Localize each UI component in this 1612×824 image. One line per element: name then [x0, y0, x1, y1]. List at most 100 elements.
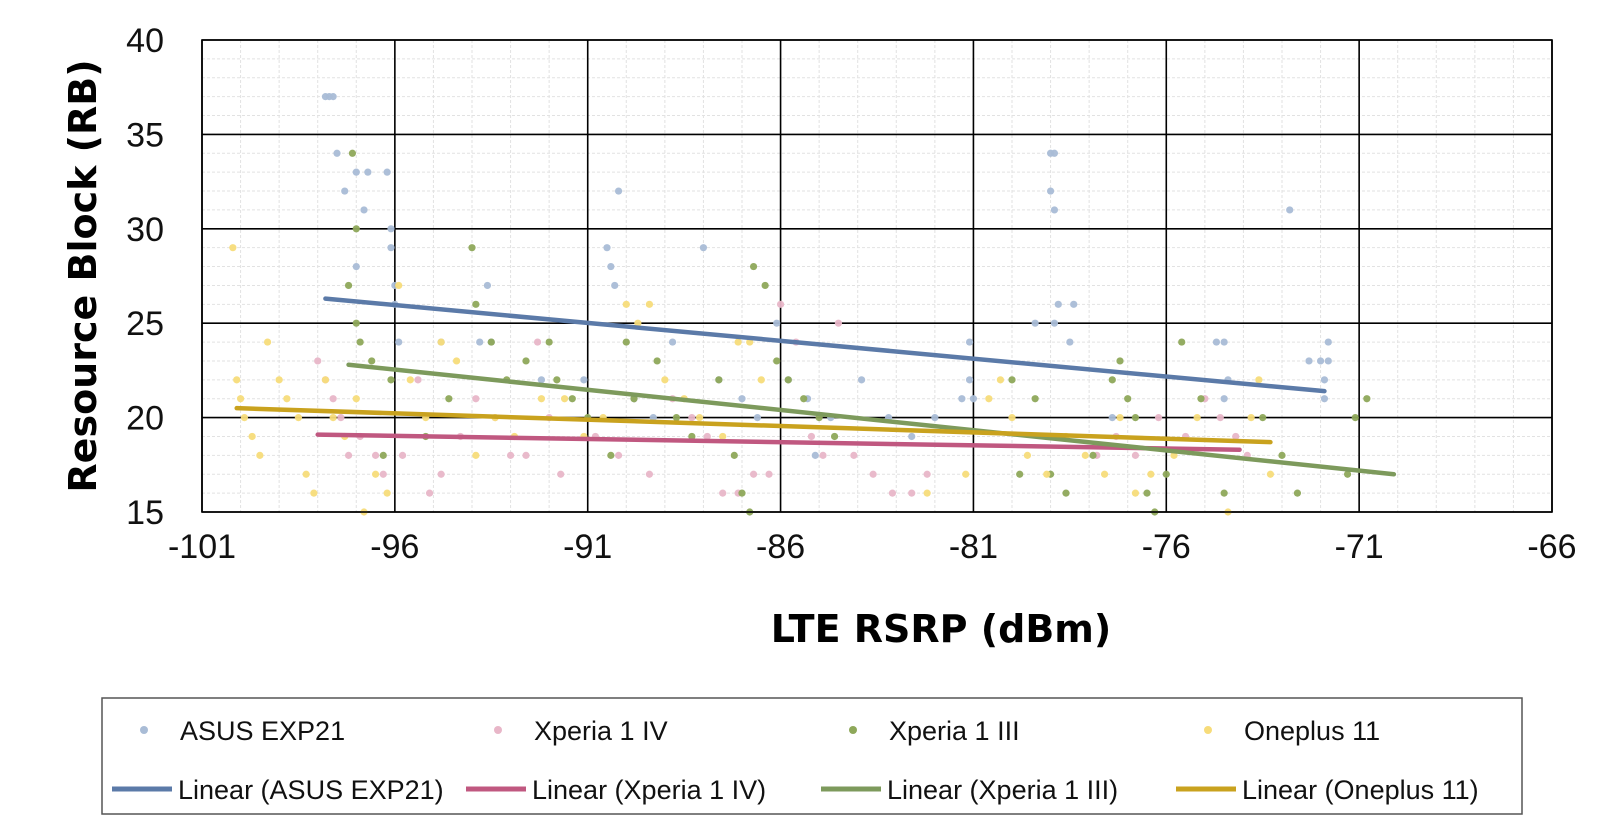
x-tick-label: -66 [1527, 528, 1576, 566]
data-point [800, 395, 808, 403]
data-point [283, 395, 291, 403]
y-tick-label: 20 [126, 400, 164, 438]
data-point [1286, 206, 1294, 214]
data-point [1124, 395, 1132, 403]
data-point [1154, 414, 1163, 422]
legend: ASUS EXP21 Xperia 1 IV Xperia 1 III Oneplus… [101, 697, 1523, 815]
data-point [1193, 414, 1201, 422]
data-point [522, 451, 530, 459]
trendlines [234, 296, 1397, 477]
data-point [329, 414, 337, 422]
legend-label: Linear (ASUS EXP21) [178, 775, 444, 805]
data-point [607, 451, 615, 459]
data-point [757, 376, 765, 384]
data-point [352, 395, 360, 403]
data-point [425, 489, 434, 497]
data-point [229, 244, 237, 252]
data-point [352, 319, 360, 327]
data-point [356, 338, 364, 346]
data-point [379, 451, 387, 459]
data-point [699, 244, 708, 252]
data-point [830, 432, 839, 441]
data-point [1324, 357, 1332, 365]
data-point [969, 395, 978, 403]
data-point [765, 470, 773, 478]
data-point [1062, 489, 1070, 497]
data-point [1043, 470, 1051, 478]
data-point [1089, 451, 1097, 459]
data-point [738, 395, 746, 403]
data-point [398, 451, 407, 459]
x-tick-label: -71 [1335, 528, 1384, 566]
data-point [653, 357, 661, 365]
data-point [387, 376, 395, 384]
data-point [811, 451, 819, 459]
data-point [1363, 395, 1371, 403]
data-point [719, 432, 727, 441]
data-point [1031, 395, 1039, 403]
data-point [1266, 470, 1275, 478]
data-point [233, 376, 241, 384]
legend-marker-oneplus-11 [1204, 726, 1212, 734]
data-point [1305, 357, 1313, 365]
data-point [1316, 357, 1325, 365]
data-point [1143, 489, 1151, 497]
data-point [545, 338, 553, 346]
data-point [661, 376, 669, 384]
data-point [819, 451, 827, 459]
data-point [888, 489, 897, 497]
data-point [1050, 206, 1059, 214]
data-point [537, 376, 546, 384]
data-point [1147, 470, 1155, 478]
data-point [263, 338, 272, 346]
plot-background [202, 40, 1552, 512]
data-point [437, 470, 445, 478]
legend-box [101, 697, 1523, 815]
data-point [695, 414, 704, 422]
y-tick-label: 15 [126, 494, 164, 532]
data-point [341, 187, 349, 195]
data-point [368, 357, 376, 365]
data-point [445, 395, 453, 403]
data-point [1031, 319, 1039, 327]
x-tick-label: -96 [370, 528, 419, 566]
data-point [314, 357, 322, 365]
data-point [1046, 187, 1055, 195]
data-point [248, 432, 256, 441]
data-point [1324, 338, 1332, 346]
data-point [406, 376, 414, 384]
data-point [611, 281, 619, 290]
data-point [834, 319, 843, 327]
data-point [344, 281, 353, 290]
data-point [1116, 414, 1124, 422]
data-point [395, 281, 403, 290]
legend-label: Xperia 1 IV [534, 716, 668, 746]
data-point [850, 451, 858, 459]
data-point [603, 244, 611, 252]
data-point [1212, 338, 1221, 346]
data-point [1116, 357, 1124, 365]
data-point [472, 395, 480, 403]
data-point [776, 300, 785, 308]
data-point [379, 470, 387, 478]
data-point [537, 395, 546, 403]
data-point [275, 376, 283, 384]
data-point [387, 244, 395, 252]
data-point [236, 395, 245, 403]
data-point [749, 470, 758, 478]
data-point [1016, 470, 1024, 478]
data-point [753, 414, 762, 422]
data-point [645, 300, 654, 308]
data-point [1054, 300, 1062, 308]
x-tick-label: -101 [168, 528, 236, 566]
data-point [1131, 489, 1140, 497]
data-point [773, 319, 781, 327]
y-tick-label: 40 [126, 22, 164, 60]
data-point [1131, 451, 1140, 459]
data-point [1023, 451, 1032, 459]
data-point [703, 432, 711, 441]
data-point [337, 414, 345, 422]
data-point [352, 225, 360, 233]
data-point [1255, 376, 1263, 384]
